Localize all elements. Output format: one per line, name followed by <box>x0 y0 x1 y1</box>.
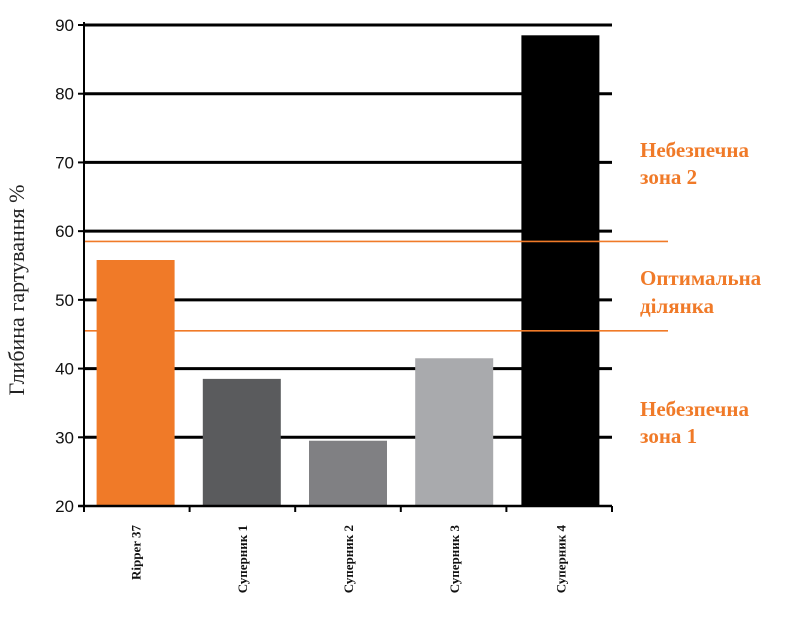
y-tick-label: 40 <box>55 360 74 379</box>
bar <box>96 260 175 506</box>
y-tick-label: 90 <box>55 16 74 35</box>
bars <box>96 35 600 507</box>
zone-label-line: Небезпечна <box>640 138 749 162</box>
x-tick-label: Ripper 37 <box>129 525 144 581</box>
svg-text:Небезпечна зона 1: Небезпечна зона 1 <box>640 397 754 448</box>
y-tick-label: 20 <box>55 497 74 516</box>
x-tick-label: Суперник 2 <box>341 525 356 593</box>
axes <box>78 22 613 512</box>
zone-label-line: зона 2 <box>640 165 697 189</box>
zone-label-line: Оптимальна <box>640 266 762 290</box>
reference-lines <box>84 240 668 332</box>
svg-text:Оптимальна ділянка: Оптимальна ділянка <box>640 266 766 318</box>
zone-label-line: Небезпечна <box>640 397 749 421</box>
y-tick-label: 50 <box>55 291 74 310</box>
y-tick-label: 70 <box>55 153 74 172</box>
x-tick-label: Суперник 3 <box>447 525 462 594</box>
svg-text:Небезпечна зона 2: Небезпечна зона 2 <box>640 138 754 189</box>
labels: 20 30 40 50 60 70 80 90 Ripper 37 Суперник 1 Супер… <box>55 16 568 593</box>
x-tick-label: Суперник 1 <box>235 525 250 593</box>
zone-label-danger-1: Небезпечна зона 1 <box>640 397 754 448</box>
zone-label-line: ділянка <box>640 294 714 318</box>
y-tick-label: 80 <box>55 85 74 104</box>
bar <box>309 440 387 506</box>
bar <box>521 35 600 507</box>
zone-label-danger-2: Небезпечна зона 2 <box>640 138 754 189</box>
bar <box>415 358 494 506</box>
zone-label-line: зона 1 <box>640 424 697 448</box>
x-tick-label: Суперник 4 <box>553 525 568 594</box>
bar <box>202 378 281 506</box>
y-tick-label: 30 <box>55 428 74 447</box>
y-tick-label: 60 <box>55 222 74 241</box>
zone-label-optimal: Оптимальна ділянка <box>640 266 766 318</box>
y-axis-label: Глибина гартування % <box>4 185 29 396</box>
